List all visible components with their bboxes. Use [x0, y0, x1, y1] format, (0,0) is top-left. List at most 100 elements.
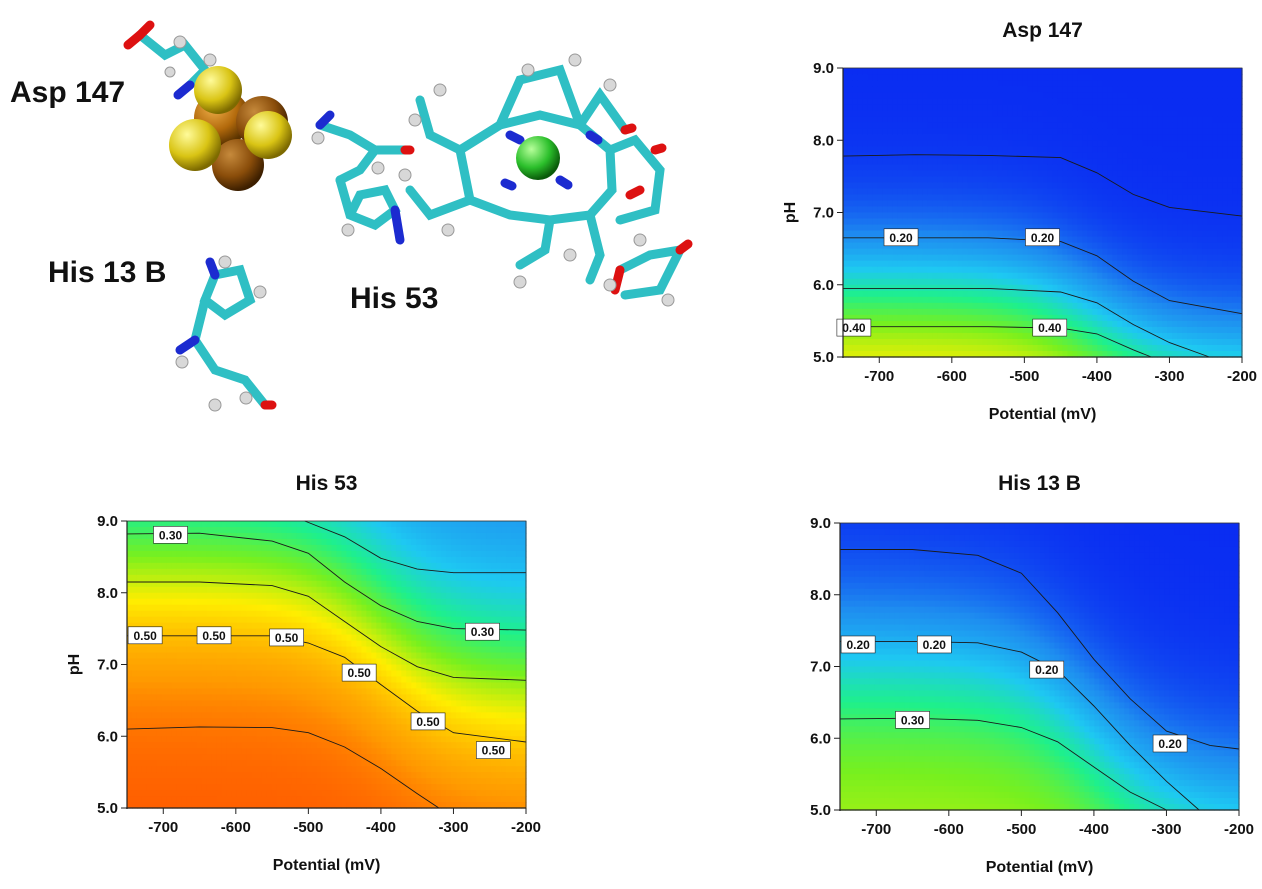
heat-cell: [142, 605, 148, 612]
heat-cell: [913, 134, 919, 141]
heat-cell: [222, 676, 228, 683]
heat-cell: [1117, 243, 1123, 250]
heat-cell: [1117, 176, 1123, 183]
heat-cell: [237, 772, 243, 779]
heat-cell: [202, 736, 208, 743]
heat-cell: [868, 68, 874, 75]
heat-cell: [212, 778, 218, 785]
heat-cell: [1122, 158, 1128, 165]
heat-cell: [1062, 273, 1068, 280]
heat-cell: [1112, 315, 1118, 322]
heat-cell: [192, 569, 198, 576]
heat-cell: [1117, 98, 1123, 105]
heat-cell: [1202, 74, 1208, 81]
heat-cell: [1117, 194, 1123, 201]
heat-cell: [968, 206, 974, 213]
heat-cell: [918, 345, 924, 352]
heat-cell: [1207, 279, 1213, 286]
heat-cell: [1033, 267, 1039, 274]
heat-cell: [177, 772, 183, 779]
heat-cell: [182, 563, 188, 570]
heat-cell: [1137, 255, 1143, 262]
heat-cell: [953, 176, 959, 183]
heat-cell: [1087, 333, 1093, 340]
heat-cell: [1023, 291, 1029, 298]
heat-cell: [943, 273, 949, 280]
heat-cell: [207, 730, 213, 737]
heat-cell: [1222, 86, 1228, 93]
heat-cell: [938, 158, 944, 165]
heat-cell: [1008, 104, 1014, 111]
heat-cell: [1152, 104, 1158, 111]
heat-cell: [1043, 170, 1049, 177]
heat-cell: [1023, 267, 1029, 274]
heat-cell: [1117, 116, 1123, 123]
heat-cell: [1202, 303, 1208, 310]
heat-cell: [197, 778, 203, 785]
heat-cell: [1212, 128, 1218, 135]
heat-cell: [197, 617, 203, 624]
heat-cell: [147, 599, 153, 606]
heat-cell: [973, 92, 979, 99]
heat-cell: [1018, 321, 1024, 328]
heat-cell: [923, 158, 929, 165]
heat-cell: [923, 225, 929, 232]
heat-cell: [1197, 213, 1203, 220]
heat-cell: [1207, 80, 1213, 87]
heat-cell: [222, 659, 228, 666]
heat-cell: [1137, 333, 1143, 340]
heat-cell: [983, 297, 989, 304]
heat-cell: [968, 68, 974, 75]
heat-cell: [182, 665, 188, 672]
heat-cell: [147, 772, 153, 779]
heat-cell: [1192, 164, 1198, 171]
heat-cell: [958, 303, 964, 310]
heat-cell: [1212, 182, 1218, 189]
heat-cell: [953, 134, 959, 141]
heat-cell: [1182, 285, 1188, 292]
heat-cell: [1172, 279, 1178, 286]
heat-cell: [192, 682, 198, 689]
heat-cell: [898, 110, 904, 117]
heat-cell: [237, 539, 243, 546]
heat-cell: [227, 730, 233, 737]
heat-cell: [993, 200, 999, 207]
heat-cell: [1087, 303, 1093, 310]
heat-cell: [1077, 110, 1083, 117]
heat-cell: [1162, 86, 1168, 93]
heat-cell: [1117, 74, 1123, 81]
heat-cell: [1207, 267, 1213, 274]
heat-cell: [943, 86, 949, 93]
heat-cell: [978, 200, 984, 207]
heat-cell: [217, 653, 223, 660]
heat-cell: [1172, 182, 1178, 189]
heat-cell: [1187, 164, 1193, 171]
heat-cell: [182, 694, 188, 701]
heat-cell: [1097, 297, 1103, 304]
heat-cell: [1102, 152, 1108, 159]
heat-cell: [167, 569, 173, 576]
heat-cell: [232, 706, 238, 713]
heat-cell: [923, 128, 929, 135]
heat-cell: [1107, 170, 1113, 177]
heat-cell: [1097, 74, 1103, 81]
heat-cell: [1207, 297, 1213, 304]
heat-cell: [1182, 327, 1188, 334]
heat-cell: [182, 557, 188, 564]
heat-cell: [1187, 291, 1193, 298]
heat-cell: [1038, 134, 1044, 141]
heat-cell: [1122, 231, 1128, 238]
heat-cell: [1137, 188, 1143, 195]
heat-cell: [913, 194, 919, 201]
heat-cell: [142, 676, 148, 683]
heat-cell: [1187, 182, 1193, 189]
heat-cell: [933, 176, 939, 183]
heat-cell: [1147, 255, 1153, 262]
heat-cell: [1052, 68, 1058, 75]
heat-cell: [1127, 315, 1133, 322]
heat-cell: [1057, 170, 1063, 177]
heat-cell: [868, 146, 874, 153]
heat-cell: [162, 563, 168, 570]
heat-cell: [993, 237, 999, 244]
heat-cell: [1087, 116, 1093, 123]
